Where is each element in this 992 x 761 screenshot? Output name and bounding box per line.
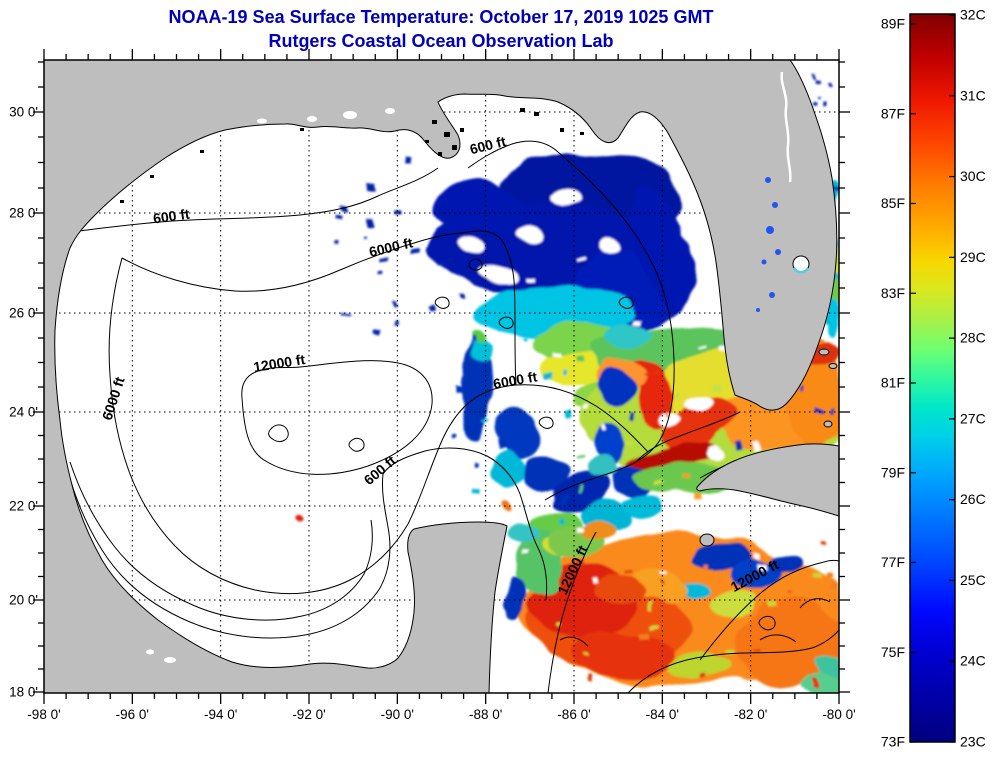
bathymetry-contours [44, 140, 839, 693]
contour-label: 600 ft [152, 206, 191, 227]
y-tick-label: 30 0' [9, 105, 38, 120]
x-tick-label: -92 0' [292, 707, 325, 722]
colorbar-c-label: 30C [960, 168, 986, 184]
colorbar-f-label: 73F [881, 734, 905, 750]
colorbar-f-label: 83F [881, 285, 905, 301]
colorbar-f-label: 89F [881, 16, 905, 32]
y-tick-label: 26 0' [9, 306, 38, 321]
st-johns-river [780, 71, 792, 183]
map-frame [43, 59, 840, 694]
colorbar-f-label: 81F [881, 375, 905, 391]
colorbar-f-label: 77F [881, 554, 905, 570]
x-tick-label: -86 0' [557, 707, 590, 722]
x-tick-label: -98 0' [27, 707, 60, 722]
x-tick-label: -90 0' [381, 707, 414, 722]
land-north-america-mexico [44, 60, 838, 693]
figure-title: NOAA-19 Sea Surface Temperature: October… [169, 7, 714, 27]
colorbar-c-label: 31C [960, 87, 986, 103]
land-bahamas-islet [823, 420, 833, 428]
x-tick-label: -96 0' [116, 707, 149, 722]
x-tick-label: -84 0' [646, 707, 679, 722]
colorbar-f-label: 85F [881, 195, 905, 211]
colorbar-fahrenheit-labels: 89F 87F 85F 83F 81F 79F 77F 75F 73F [881, 16, 905, 750]
y-tick-label: 22 0' [9, 499, 38, 514]
x-tick-label: -88 0' [469, 707, 502, 722]
colorbar-c-label: 24C [960, 653, 986, 669]
colorbar-f-label: 87F [881, 105, 905, 121]
x-tick-label: -82 0' [734, 707, 767, 722]
colorbar-c-label: 25C [960, 572, 986, 588]
colorbar-c-label: 23C [960, 734, 986, 750]
colorbar-f-label: 79F [881, 464, 905, 480]
x-tick-label: -80 0' [822, 707, 855, 722]
figure-subtitle: Rutgers Coastal Ocean Observation Lab [268, 31, 613, 51]
land-bahamas-islet [828, 363, 838, 369]
y-axis-labels: 30 0' 28 0' 26 0' 24 0' 22 0' 20 0' 18 0' [9, 105, 38, 700]
colorbar-c-label: 27C [960, 410, 986, 426]
colorbar-c-label: 29C [960, 249, 986, 265]
colorbar: 89F 87F 85F 83F 81F 79F 77F 75F 73F 32C 31C 30C 29C… [881, 7, 986, 750]
contour-label: 6000 ft [492, 368, 539, 392]
colorbar-frame [909, 13, 956, 743]
y-tick-label: 28 0' [9, 206, 38, 221]
coastal-marsh-specks [120, 108, 584, 203]
colorbar-c-label: 32C [960, 7, 986, 23]
lake-okeechobee-shore [792, 267, 810, 274]
coastal-lakes [146, 108, 395, 663]
land-isle-of-youth [699, 533, 715, 547]
y-tick-label: 18 0' [9, 685, 38, 700]
y-tick-label: 20 0' [9, 593, 38, 608]
colorbar-gradient [910, 14, 955, 742]
land-bahamas-islet [818, 348, 830, 356]
colorbar-c-label: 26C [960, 491, 986, 507]
y-tick-label: 24 0' [9, 405, 38, 420]
x-axis-labels: -98 0' -96 0' -94 0' -92 0' -90 0' -88 0' -86 … [27, 707, 855, 722]
florida-lakes [756, 177, 781, 312]
colorbar-ticks [910, 14, 955, 743]
colorbar-c-label: 28C [960, 330, 986, 346]
colorbar-celsius-labels: 32C 31C 30C 29C 28C 27C 26C 25C 24C 23C [960, 7, 986, 750]
x-tick-label: -94 0' [204, 707, 237, 722]
land-masses [44, 60, 839, 693]
axis-ticks [33, 49, 850, 704]
colorbar-f-label: 75F [881, 644, 905, 660]
land-cuba [696, 443, 839, 517]
